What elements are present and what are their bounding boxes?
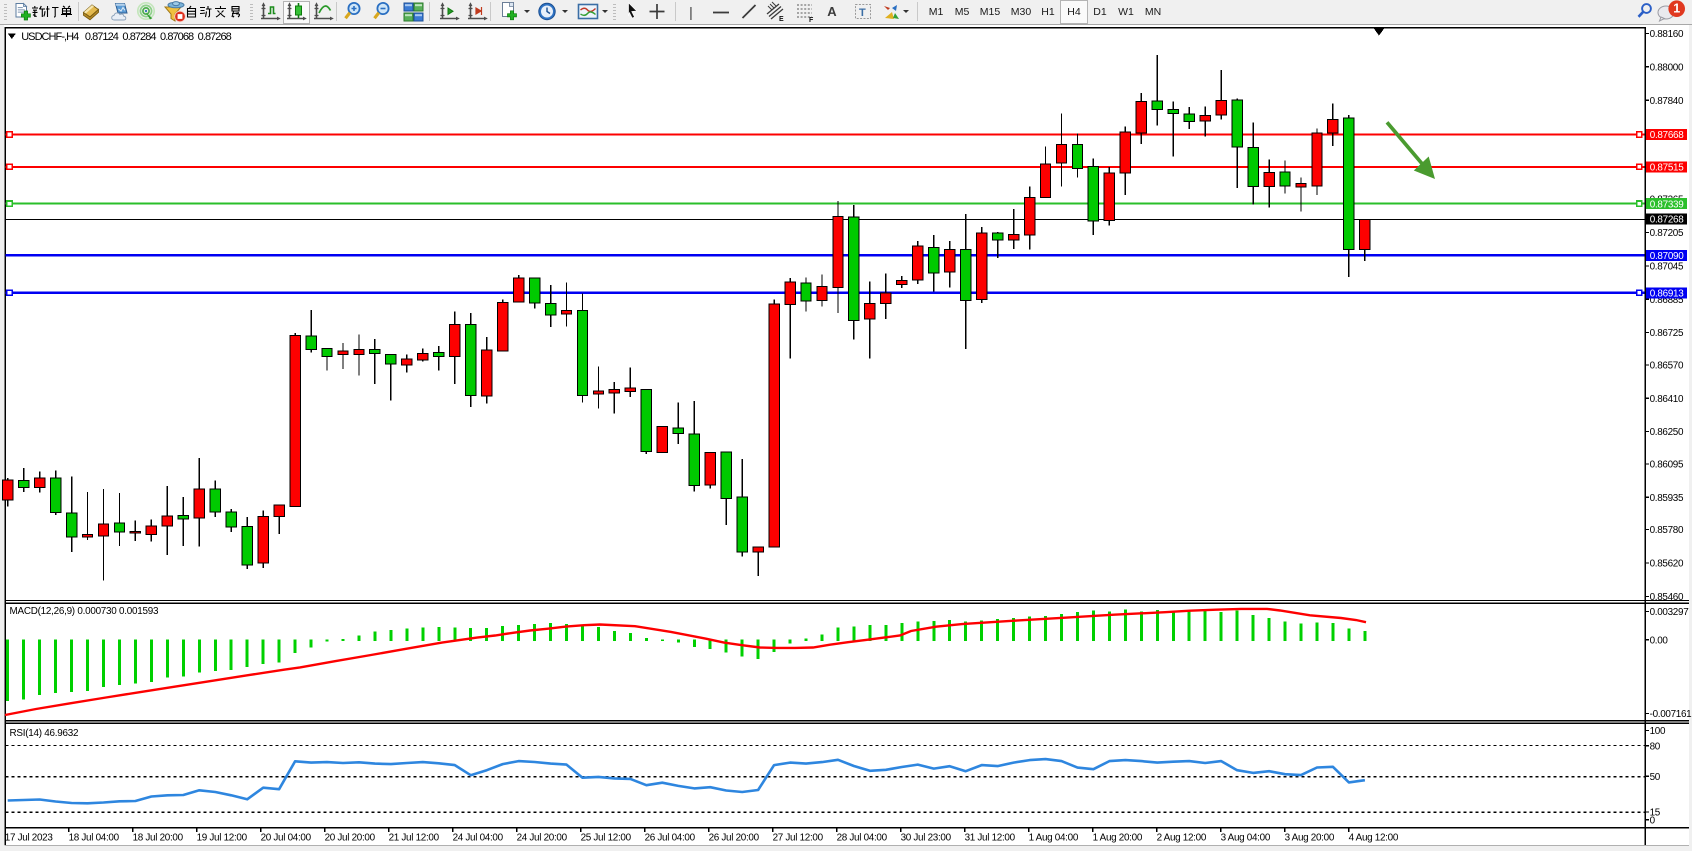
svg-text:0.85460: 0.85460 (1650, 592, 1684, 603)
svg-text:0.88000: 0.88000 (1650, 62, 1684, 73)
svg-text:2 Aug 12:00: 2 Aug 12:00 (1157, 832, 1207, 843)
svg-text:0.87668: 0.87668 (1650, 130, 1684, 141)
svg-text:18 Jul 20:00: 18 Jul 20:00 (133, 832, 184, 843)
svg-text:25 Jul 12:00: 25 Jul 12:00 (581, 832, 632, 843)
svg-text:50: 50 (1650, 772, 1661, 783)
svg-text:27 Jul 12:00: 27 Jul 12:00 (773, 832, 824, 843)
svg-text:0.86095: 0.86095 (1650, 460, 1684, 471)
svg-text:E: E (779, 16, 784, 23)
svg-text:1 Aug 20:00: 1 Aug 20:00 (1093, 832, 1143, 843)
svg-text:100: 100 (1650, 726, 1666, 737)
svg-text:26 Jul 04:00: 26 Jul 04:00 (645, 832, 696, 843)
svg-text:MACD(12,26,9) 0.000730 0.00159: MACD(12,26,9) 0.000730 0.001593 (10, 606, 159, 617)
svg-text:3 Aug 20:00: 3 Aug 20:00 (1285, 832, 1335, 843)
svg-text:1: 1 (1673, 2, 1680, 16)
svg-text:28 Jul 04:00: 28 Jul 04:00 (837, 832, 888, 843)
svg-text:0.86913: 0.86913 (1650, 288, 1684, 299)
svg-text:0.87515: 0.87515 (1650, 162, 1684, 173)
svg-text:30 Jul 23:00: 30 Jul 23:00 (901, 832, 952, 843)
svg-text:0.87090: 0.87090 (1650, 251, 1684, 262)
svg-text:0: 0 (1650, 815, 1656, 826)
svg-text:RSI(14) 46.9632: RSI(14) 46.9632 (10, 728, 79, 739)
svg-text:24 Jul 20:00: 24 Jul 20:00 (517, 832, 568, 843)
svg-text:USDCHF-,H40.87124 0.87284 0.87: USDCHF-,H4 0.87124 0.87284 0.87068 0.8726… (21, 31, 231, 43)
svg-text:20 Jul 20:00: 20 Jul 20:00 (325, 832, 376, 843)
svg-text:0.87339: 0.87339 (1650, 199, 1684, 210)
svg-text:80: 80 (1650, 741, 1661, 752)
svg-text:0.87045: 0.87045 (1650, 262, 1684, 273)
svg-text:0.87205: 0.87205 (1650, 228, 1684, 239)
svg-text:0.88160: 0.88160 (1650, 29, 1684, 40)
svg-text:F: F (809, 17, 814, 24)
svg-text:24 Jul 04:00: 24 Jul 04:00 (453, 832, 504, 843)
svg-text:0.87268: 0.87268 (1650, 214, 1684, 225)
svg-text:31 Jul 12:00: 31 Jul 12:00 (965, 832, 1016, 843)
svg-text:0.87840: 0.87840 (1650, 96, 1684, 107)
svg-text:0.85935: 0.85935 (1650, 493, 1684, 504)
svg-text:3 Aug 04:00: 3 Aug 04:00 (1221, 832, 1271, 843)
svg-text:4 Aug 12:00: 4 Aug 12:00 (1349, 832, 1399, 843)
svg-text:21 Jul 12:00: 21 Jul 12:00 (389, 832, 440, 843)
svg-text:0.85620: 0.85620 (1650, 559, 1684, 570)
svg-text:18 Jul 04:00: 18 Jul 04:00 (69, 832, 120, 843)
svg-text:0.86570: 0.86570 (1650, 361, 1684, 372)
svg-text:0.86410: 0.86410 (1650, 394, 1684, 405)
svg-text:0.86725: 0.86725 (1650, 328, 1684, 339)
svg-text:1 Aug 04:00: 1 Aug 04:00 (1029, 832, 1079, 843)
svg-text:17 Jul 2023: 17 Jul 2023 (5, 832, 54, 843)
svg-text:15: 15 (1650, 808, 1661, 819)
svg-text:0.86250: 0.86250 (1650, 427, 1684, 438)
svg-text:0.003297: 0.003297 (1650, 607, 1689, 618)
svg-text:-0.007161: -0.007161 (1650, 709, 1692, 720)
svg-text:T: T (859, 7, 866, 19)
svg-text:19 Jul 12:00: 19 Jul 12:00 (197, 832, 248, 843)
svg-text:0.85780: 0.85780 (1650, 525, 1684, 536)
svg-text:26 Jul 20:00: 26 Jul 20:00 (709, 832, 760, 843)
svg-text:0.00: 0.00 (1650, 635, 1669, 646)
svg-text:20 Jul 04:00: 20 Jul 04:00 (261, 832, 312, 843)
svg-text:0.86885: 0.86885 (1650, 295, 1684, 306)
